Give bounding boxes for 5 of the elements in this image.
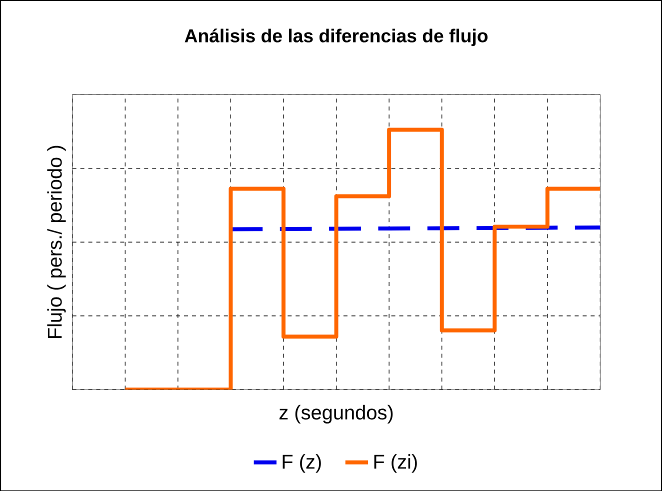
y-axis-title: Flujo ( pers./ periodo ) — [47, 146, 66, 338]
x-axis-title: z (segundos) — [279, 404, 393, 424]
legend-label: F (zi) — [374, 454, 417, 473]
chart-title: Análisis de las diferencias de flujo — [184, 28, 488, 46]
legend-label: F (z) — [282, 454, 321, 473]
